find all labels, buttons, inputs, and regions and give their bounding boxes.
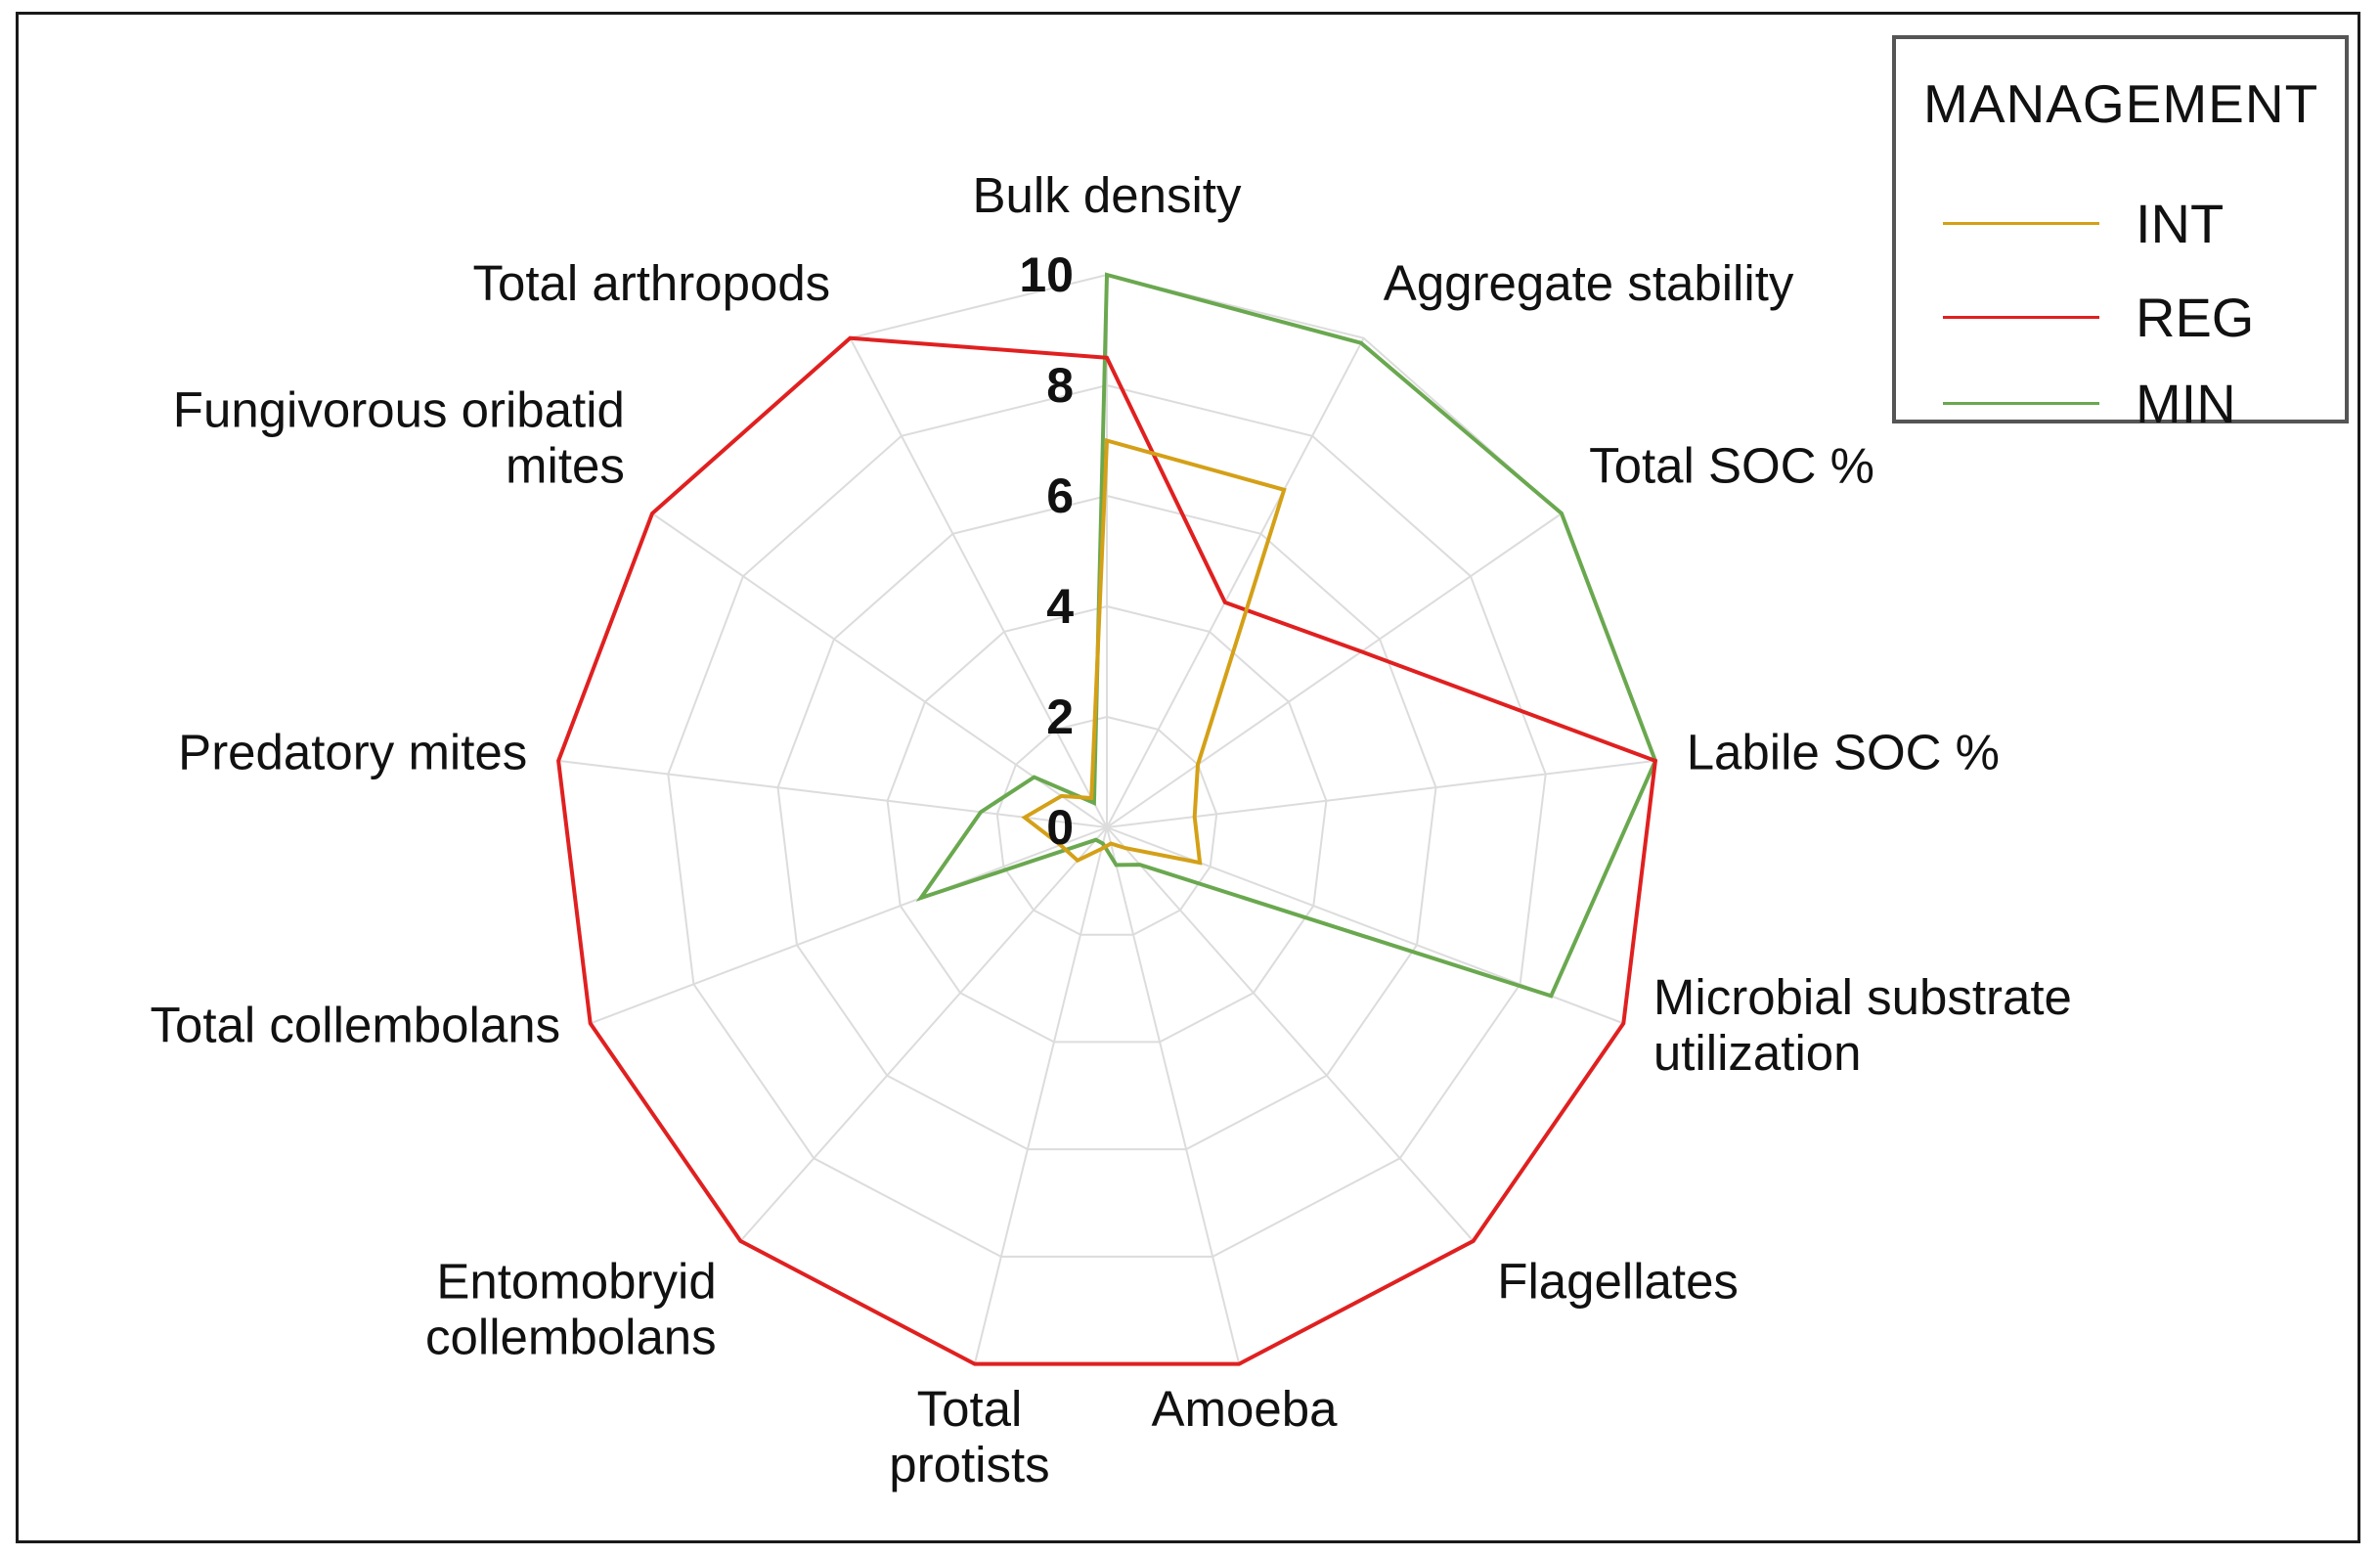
legend-swatch-int bbox=[1943, 222, 2099, 225]
legend-swatch-reg bbox=[1943, 316, 2099, 319]
axis-label-group: Total SOC % bbox=[1589, 438, 1874, 494]
axis-label: Microbial substrate bbox=[1653, 969, 2072, 1025]
axis-label: Entomobryid bbox=[436, 1253, 716, 1309]
axis-label: Flagellates bbox=[1497, 1253, 1739, 1309]
radar-chart: 0 2 4 6 8 10 Bulk density Aggregate stability T… bbox=[151, 167, 2072, 1492]
radial-ticks: 0 2 4 6 8 10 bbox=[1019, 247, 1074, 855]
legend-label-min: MIN bbox=[2136, 373, 2236, 434]
axis-label: Bulk density bbox=[973, 167, 1242, 223]
legend: MANAGEMENT INT REG MIN bbox=[1892, 35, 2349, 434]
grid-ring-4 bbox=[886, 604, 1328, 1044]
series-line-min bbox=[915, 272, 1658, 999]
legend-swatch-min bbox=[1943, 402, 2099, 405]
grid-ring-2 bbox=[995, 715, 1218, 936]
legend-label-int: INT bbox=[2136, 193, 2225, 254]
axis-label-group: Total arthropods bbox=[472, 255, 830, 311]
axis-label-group: Flagellates bbox=[1497, 1253, 1739, 1309]
legend-item-min: MIN bbox=[1896, 370, 2345, 438]
axis-label: utilization bbox=[1653, 1025, 1862, 1081]
axis-label: collembolans bbox=[425, 1309, 717, 1364]
axis-label: protists bbox=[889, 1437, 1049, 1492]
axis-label: Total bbox=[917, 1381, 1023, 1437]
tick-label-2: 2 bbox=[1046, 690, 1074, 744]
grid-spoke bbox=[1106, 337, 1365, 828]
axis-label: Total arthropods bbox=[472, 255, 830, 311]
grid-spoke bbox=[651, 512, 1108, 828]
axis-label: Labile SOC % bbox=[1687, 725, 2000, 780]
legend-label-reg: REG bbox=[2136, 287, 2255, 348]
axis-labels: Bulk density Aggregate stability Total SOC… bbox=[151, 167, 2072, 1492]
axis-label-group: Labile SOC % bbox=[1687, 725, 2000, 780]
grid-spoke bbox=[973, 826, 1108, 1364]
grid-spoke bbox=[1106, 826, 1475, 1242]
axis-label-group: Predatory mites bbox=[178, 725, 527, 780]
series-line-int bbox=[1021, 437, 1287, 866]
axis-label: Total collembolans bbox=[151, 998, 561, 1053]
grid-spoke bbox=[557, 759, 1108, 828]
chart-frame: 0 2 4 6 8 10 Bulk density Aggregate stability T… bbox=[16, 12, 2360, 1543]
grid-ring-8 bbox=[667, 383, 1547, 1258]
grid-spoke bbox=[1106, 759, 1656, 828]
tick-label-6: 6 bbox=[1046, 468, 1074, 523]
axis-label: Amoeba bbox=[1152, 1381, 1339, 1437]
grid-spoke bbox=[1106, 826, 1241, 1364]
radar-grid bbox=[557, 273, 1656, 1365]
tick-label-8: 8 bbox=[1046, 358, 1074, 413]
axis-label: Aggregate stability bbox=[1384, 255, 1794, 311]
grid-spoke bbox=[590, 826, 1108, 1025]
legend-title: MANAGEMENT bbox=[1923, 73, 2319, 134]
axis-label-group: Aggregate stability bbox=[1384, 255, 1794, 311]
axis-label-group: Total collembolans bbox=[151, 998, 561, 1053]
series-line-reg bbox=[556, 335, 1658, 1366]
grid-spoke bbox=[739, 826, 1108, 1242]
grid-spoke bbox=[849, 337, 1108, 828]
axis-label: mites bbox=[506, 438, 625, 494]
axis-label: Fungivorous oribatid bbox=[173, 382, 625, 438]
legend-item-reg: REG bbox=[1896, 284, 2345, 352]
axis-label: Predatory mites bbox=[178, 725, 527, 780]
radar-series bbox=[556, 272, 1658, 1366]
axis-label-group: Bulk density bbox=[973, 167, 1242, 223]
axis-label-group: Amoeba bbox=[1152, 1381, 1339, 1437]
grid-spoke bbox=[1106, 512, 1563, 828]
tick-label-4: 4 bbox=[1046, 579, 1074, 634]
tick-label-0: 0 bbox=[1046, 800, 1074, 855]
axis-label: Total SOC % bbox=[1589, 438, 1874, 494]
legend-item-int: INT bbox=[1896, 190, 2345, 258]
tick-label-10: 10 bbox=[1019, 247, 1074, 302]
